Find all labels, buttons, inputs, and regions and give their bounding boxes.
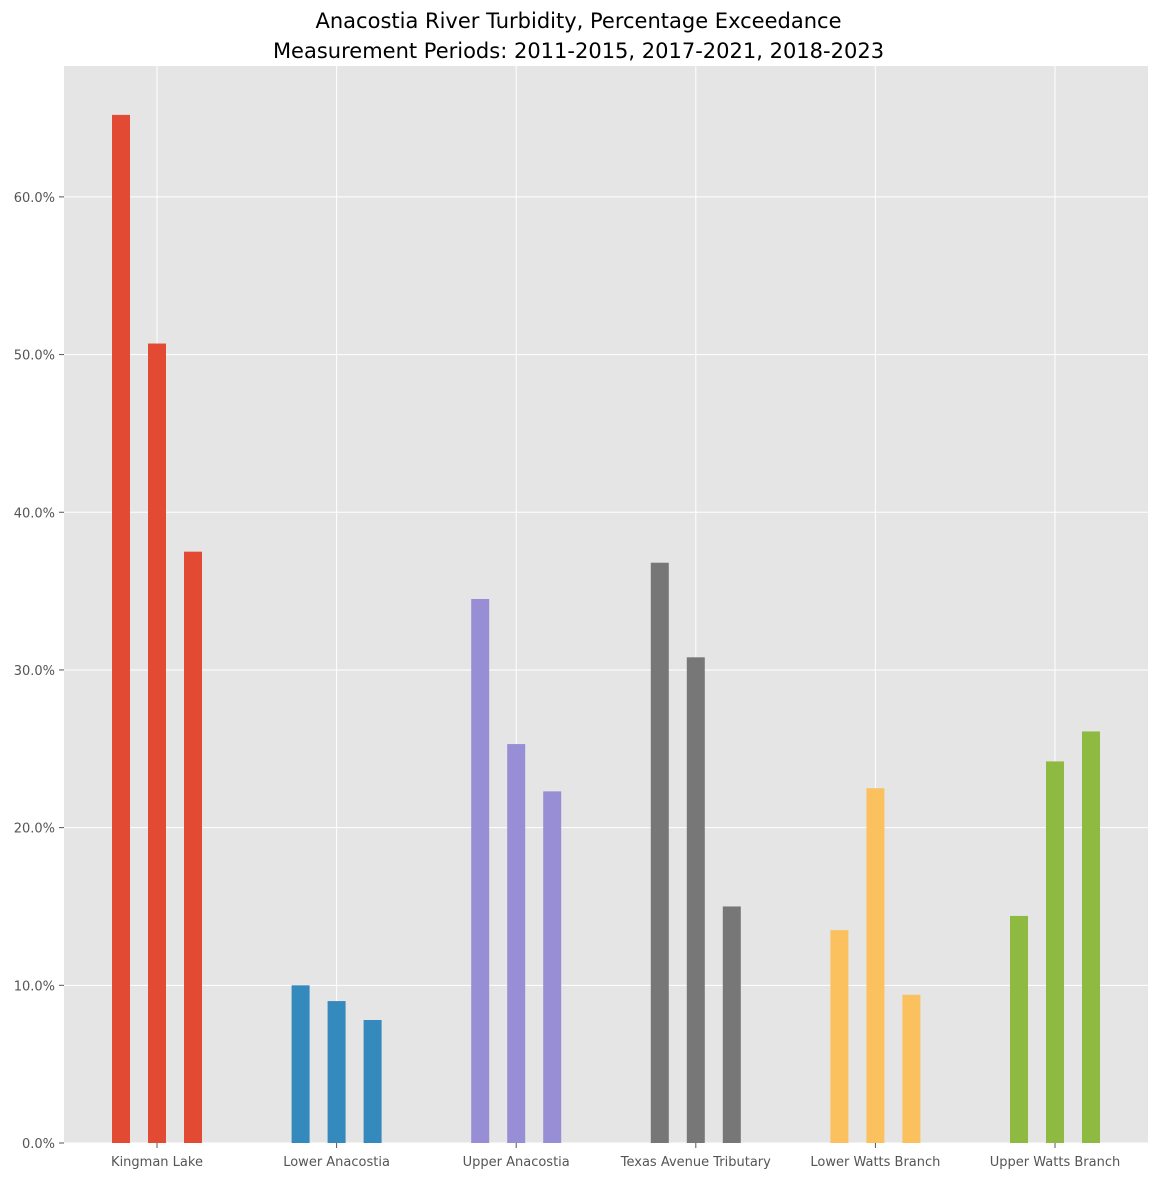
x-tick-label: Lower Watts Branch xyxy=(810,1155,940,1170)
bar xyxy=(112,114,130,1144)
bar xyxy=(650,562,669,1143)
x-axis: Kingman Lake Lower Anacostia Upper Anacost… xyxy=(111,1143,1120,1170)
bar xyxy=(902,994,921,1143)
y-tick-label: 60.0% xyxy=(14,191,55,206)
x-tick-label: Lower Anacostia xyxy=(283,1155,390,1170)
bar xyxy=(1010,915,1028,1143)
bar xyxy=(866,788,885,1143)
plot-area xyxy=(64,66,1148,1143)
bar xyxy=(543,791,562,1143)
y-tick-label: 20.0% xyxy=(14,822,55,837)
bar xyxy=(148,343,166,1143)
bar xyxy=(1082,731,1100,1143)
x-tick-label: Upper Watts Branch xyxy=(990,1155,1120,1170)
chart-title-line-2: Measurement Periods: 2011-2015, 2017-202… xyxy=(272,39,885,63)
y-tick-label: 30.0% xyxy=(14,664,55,679)
bar xyxy=(507,744,526,1143)
bar xyxy=(291,985,310,1143)
x-tick-label: Kingman Lake xyxy=(111,1155,203,1170)
y-tick-label: 0.0% xyxy=(22,1137,55,1152)
bar xyxy=(686,657,705,1143)
y-tick-label: 40.0% xyxy=(14,506,55,521)
bar xyxy=(363,1020,382,1143)
chart-title-line-1: Anacostia River Turbidity, Percentage Ex… xyxy=(315,9,842,33)
bar xyxy=(722,906,741,1143)
bars xyxy=(112,114,1100,1144)
bar xyxy=(1046,761,1064,1143)
bar xyxy=(830,930,849,1143)
bar xyxy=(471,598,490,1143)
bar xyxy=(327,1001,346,1143)
y-tick-label: 10.0% xyxy=(14,979,55,994)
x-tick-label: Texas Avenue Tributary xyxy=(620,1155,771,1170)
bar xyxy=(184,551,202,1143)
y-tick-label: 50.0% xyxy=(14,349,55,364)
y-axis: 0.0% 10.0% 20.0% 30.0% 40.0% 50.0% 60.0% xyxy=(14,191,64,1152)
chart-title: Anacostia River Turbidity, Percentage Ex… xyxy=(0,6,1157,66)
x-tick-label: Upper Anacostia xyxy=(463,1155,570,1170)
